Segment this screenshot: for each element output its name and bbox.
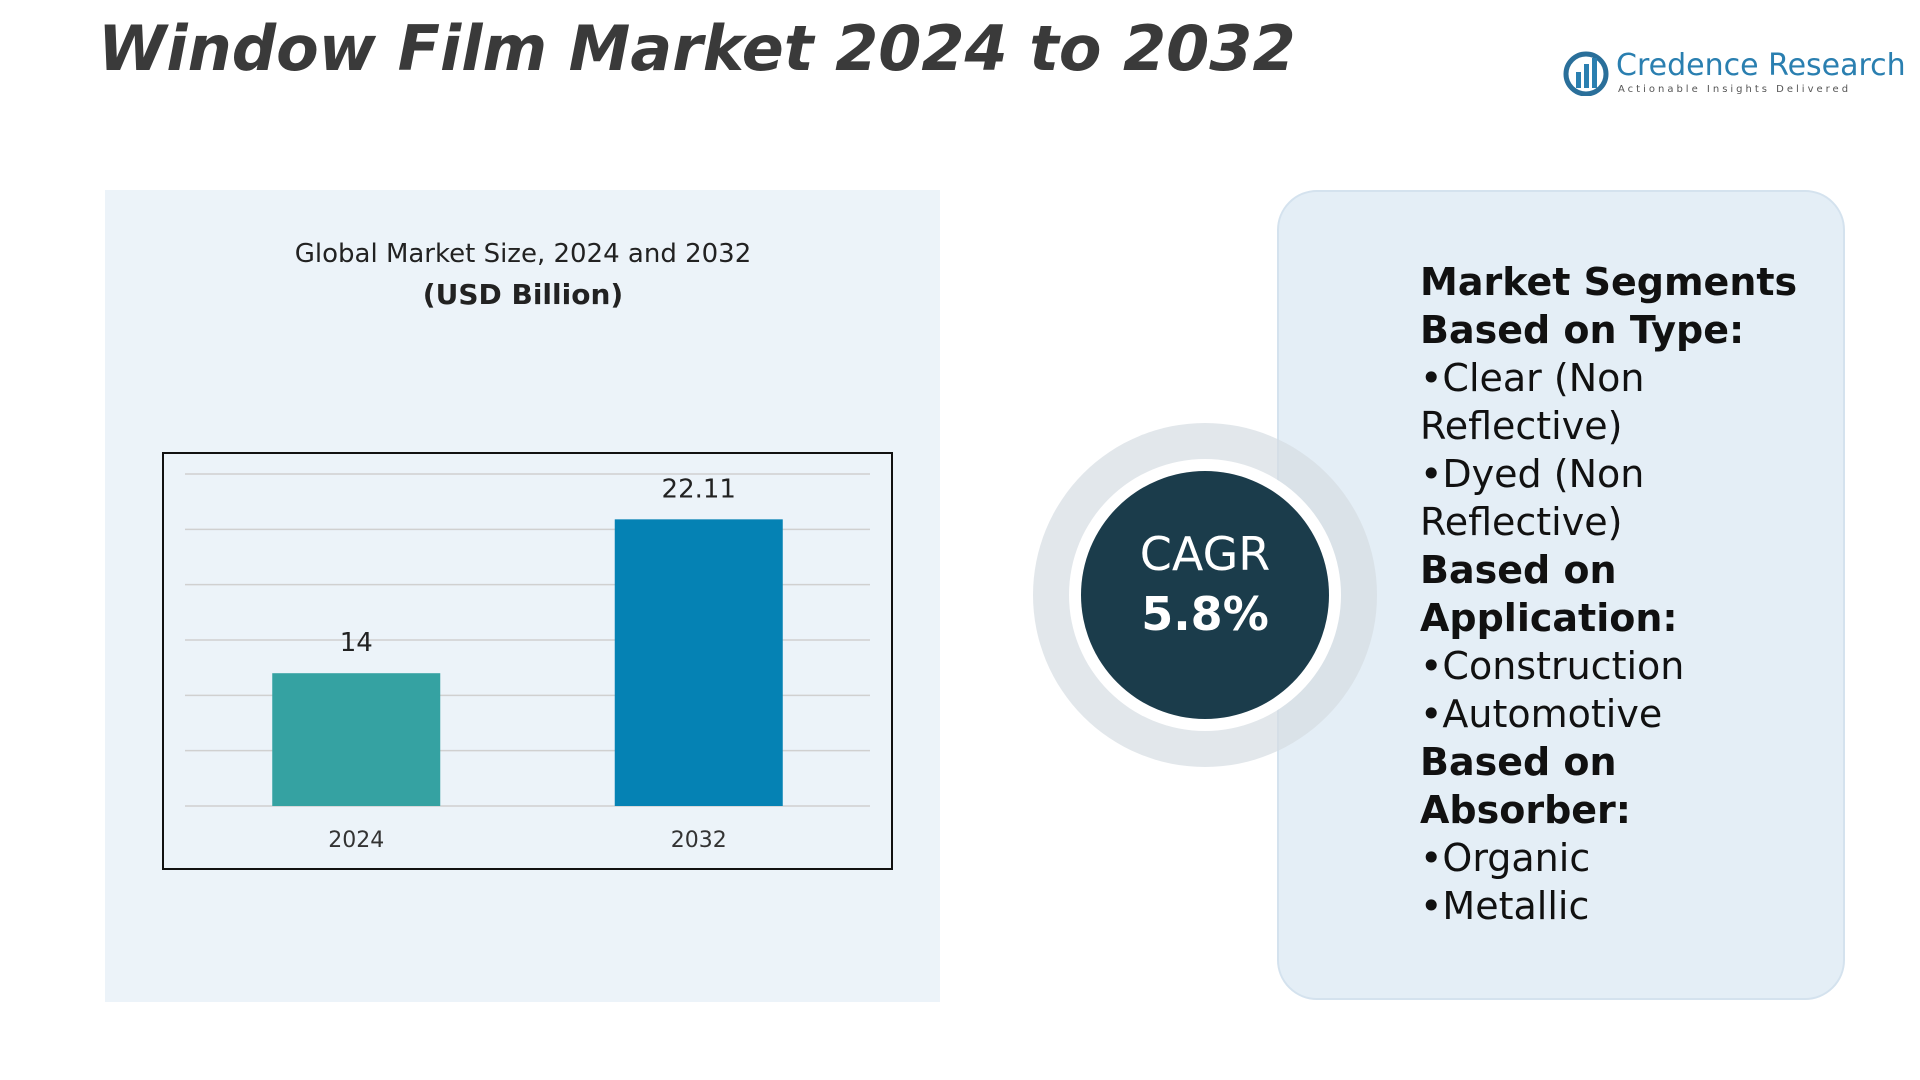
x-tick-label: 2032 (671, 828, 727, 853)
chart-subtitle: (USD Billion) (423, 278, 623, 311)
logo-icon (1563, 51, 1609, 96)
segment-group-title: Based on Absorber: (1420, 740, 1631, 832)
segment-group-title: Based on Application: (1420, 548, 1678, 640)
segment-item: •Automotive (1420, 692, 1663, 736)
chart-panel (105, 190, 940, 1002)
logo-name: Credence Research (1616, 48, 1906, 83)
x-tick-label: 2024 (328, 828, 384, 853)
data-label: 22.11 (662, 474, 736, 504)
segment-item: •Construction (1420, 644, 1685, 688)
chart-frame (162, 452, 893, 870)
logo-tagline: Actionable Insights Delivered (1618, 84, 1852, 95)
chart-title: Global Market Size, 2024 and 2032 (295, 239, 752, 269)
cagr-circle (1081, 471, 1329, 719)
segment-group-title: Based on Type: (1420, 308, 1745, 352)
bar (614, 519, 783, 806)
cagr-label: CAGR (1140, 527, 1270, 581)
segment-item: •Metallic (1420, 884, 1590, 928)
segment-item: •Clear (Non Reflective) (1420, 356, 1645, 448)
bar (272, 673, 441, 806)
segment-item: •Organic (1420, 836, 1591, 880)
segment-item: •Dyed (Non Reflective) (1420, 452, 1645, 544)
segments: Market Segments Based on Type: •Clear (Non… (1420, 258, 1840, 930)
page-title: Window Film Market 2024 to 2032 (98, 12, 1296, 85)
segments-heading: Market Segments (1420, 260, 1798, 304)
cagr-value: 5.8% (1141, 587, 1269, 641)
data-label: 14 (340, 628, 373, 658)
